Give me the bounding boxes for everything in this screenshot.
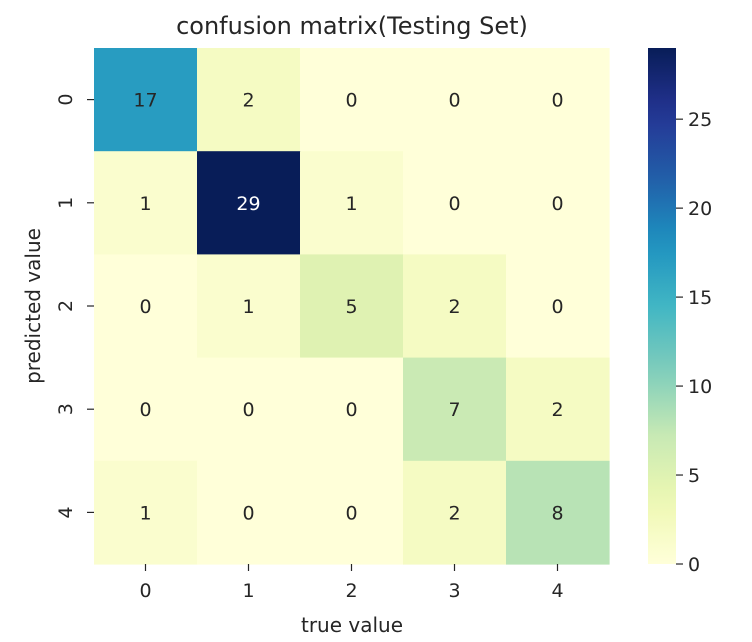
cell-value-label: 17 (133, 90, 157, 112)
x-axis-label: true value (301, 613, 403, 637)
cell-value-label: 2 (551, 399, 563, 421)
colorbar-tick-label: 25 (688, 109, 712, 131)
colorbar-tick-label: 5 (688, 465, 700, 487)
cell-value-label: 0 (345, 399, 357, 421)
heatmap-cell (506, 254, 610, 359)
heatmap-cell (403, 357, 507, 462)
heatmap-cell (300, 48, 404, 152)
cell-value-label: 0 (345, 502, 357, 524)
chart-title: confusion matrix(Testing Set) (176, 12, 528, 40)
cell-value-label: 1 (242, 296, 254, 318)
heatmap-cell (94, 254, 198, 359)
cell-value-label: 1 (139, 193, 151, 215)
y-tick-label: 1 (55, 197, 77, 209)
cell-value-label: 0 (139, 399, 151, 421)
heatmap-cell (94, 151, 198, 255)
x-tick-label: 3 (448, 580, 460, 602)
heatmap-cell (300, 460, 404, 565)
heatmap-cell (403, 151, 507, 255)
x-tick-label: 1 (242, 580, 254, 602)
heatmap-cell (403, 460, 507, 565)
cell-value-label: 2 (448, 502, 460, 524)
cell-value-label: 8 (551, 502, 563, 524)
cell-value-label: 0 (139, 296, 151, 318)
x-tick-label: 0 (139, 580, 151, 602)
colorbar-tick-label: 15 (688, 287, 712, 309)
heatmap-cell (300, 151, 404, 255)
heatmap-cell (403, 48, 507, 152)
x-tick-label: 4 (551, 580, 563, 602)
colorbar-tick-label: 20 (688, 198, 712, 220)
y-axis-ticks: 0 1 2 3 4 (55, 94, 94, 518)
heatmap-cell (197, 357, 301, 462)
cell-value-label: 0 (551, 90, 563, 112)
cell-value-label: 7 (448, 399, 460, 421)
heatmap-cell (506, 357, 610, 462)
heatmap-cell (506, 151, 610, 255)
x-axis-ticks: 0 1 2 3 4 (139, 564, 564, 602)
heatmap-cell (300, 254, 404, 359)
heatmap-grid (94, 48, 610, 565)
y-tick-label: 3 (55, 403, 77, 415)
y-tick-label: 2 (55, 300, 77, 312)
cell-value-label: 2 (242, 90, 254, 112)
heatmap-cell (403, 254, 507, 359)
heatmap-cell (197, 151, 301, 255)
colorbar (648, 48, 676, 564)
cell-value-label: 0 (242, 502, 254, 524)
heatmap-cell (506, 460, 610, 565)
cell-value-label: 0 (242, 399, 254, 421)
cell-value-label: 2 (448, 296, 460, 318)
y-tick-label: 0 (55, 94, 77, 106)
colorbar-tick-label: 10 (688, 376, 712, 398)
cell-value-label: 0 (551, 296, 563, 318)
cell-value-label: 1 (139, 502, 151, 524)
colorbar-tick-label: 0 (688, 554, 700, 576)
heatmap-cell (94, 48, 198, 152)
heatmap-cell (94, 460, 198, 565)
heatmap-cell (197, 460, 301, 565)
x-tick-label: 2 (345, 580, 357, 602)
y-tick-label: 4 (55, 506, 77, 518)
heatmap-cell (94, 357, 198, 462)
cell-value-label: 29 (236, 193, 260, 215)
cell-value-label: 1 (345, 193, 357, 215)
cell-value-label: 5 (345, 296, 357, 318)
colorbar-ticks: 0 5 10 15 20 25 (676, 109, 712, 576)
cell-value-labels: 17 2 0 0 0 1 29 1 0 0 0 1 5 2 0 0 0 0 7 2 1 0 0 2 8 (133, 90, 563, 525)
heatmap-cell (197, 48, 301, 152)
cell-value-label: 0 (551, 193, 563, 215)
cell-value-label: 0 (448, 90, 460, 112)
cell-value-label: 0 (448, 193, 460, 215)
heatmap-cell (197, 254, 301, 359)
cell-value-label: 0 (345, 90, 357, 112)
heatmap-cell (300, 357, 404, 462)
y-axis-label: predicted value (21, 228, 45, 384)
heatmap-cell (506, 48, 610, 152)
